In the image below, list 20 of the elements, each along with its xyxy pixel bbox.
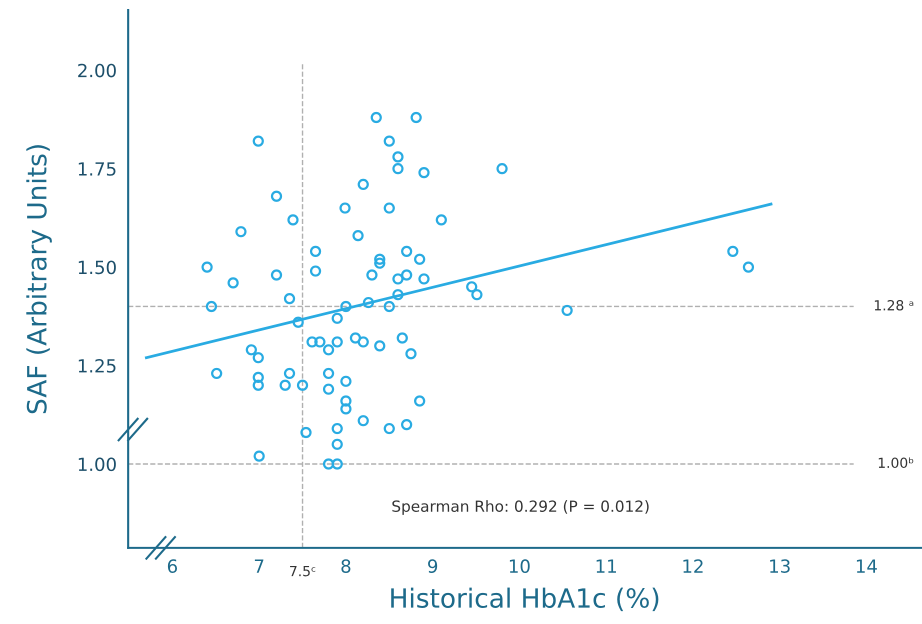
x-tick-label: 12 (683, 559, 703, 573)
x-tick-label: 14 (856, 560, 877, 573)
y-tick-label: 1.50 (78, 260, 116, 274)
x-tick-label: 11 (596, 560, 616, 573)
y-tick-label: 1.75 (78, 162, 116, 176)
ref-line-label: 7.5ᶜ (290, 566, 316, 576)
y-tick-label: 1.25 (78, 359, 116, 373)
ref-line-label: 1.28 ᵃ (874, 300, 914, 311)
x-tick-label: 13 (770, 559, 790, 573)
y-axis-title: SAF (Arbitrary Units) (26, 145, 52, 414)
x-tick-label: 8 (341, 559, 350, 573)
x-tick-label: 9 (428, 559, 438, 573)
y-tick-label: 1.00 (78, 457, 116, 472)
x-tick-label: 7 (254, 560, 264, 573)
x-tick-label: 6 (168, 559, 178, 573)
annotation: Spearman Rho: 0.292 (P = 0.012) (392, 500, 649, 515)
x-axis-title: Historical HbA1c (%) (391, 588, 658, 612)
x-tick-label: 10 (510, 559, 530, 573)
y-tick-label: 2.00 (78, 64, 116, 78)
ref-line-label: 1.00ᵇ (878, 457, 914, 468)
